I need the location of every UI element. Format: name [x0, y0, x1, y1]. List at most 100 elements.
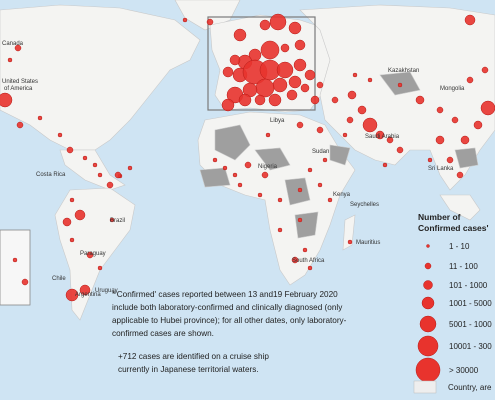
- case-circle: [97, 172, 103, 178]
- footnote-line: include both laboratory-confirmed and cl…: [112, 303, 343, 312]
- case-circle: [221, 98, 235, 112]
- legend-symbol: [421, 296, 435, 310]
- footnote-line: applicable to Hubei province); for all o…: [112, 316, 347, 325]
- country-label: Saudi Arabia: [365, 134, 400, 140]
- case-circle: [14, 44, 22, 52]
- case-circle: [127, 165, 133, 171]
- case-circle: [0, 92, 13, 108]
- case-circle: [206, 18, 214, 26]
- case-circle: [347, 90, 357, 100]
- case-circle: [66, 146, 74, 154]
- case-circle: [304, 69, 316, 81]
- case-circle: [269, 13, 287, 31]
- case-circle: [238, 93, 252, 107]
- case-circle: [473, 120, 483, 130]
- case-circle: [317, 182, 323, 188]
- case-circle: [257, 192, 263, 198]
- case-circle: [212, 157, 218, 163]
- case-circle: [268, 93, 282, 107]
- case-circle: [386, 136, 394, 144]
- country-label: Mauritius: [356, 240, 380, 246]
- country-label: Sudan: [312, 149, 329, 155]
- case-circle: [182, 17, 188, 23]
- case-circle: [65, 288, 79, 302]
- case-circle: [375, 130, 385, 140]
- footnote-line: *'Confirmed' cases reported between 13 a…: [112, 290, 338, 299]
- case-circle: [21, 278, 29, 286]
- case-circle: [16, 121, 24, 129]
- case-circle: [288, 21, 302, 35]
- case-circle: [446, 156, 454, 164]
- case-circle: [347, 239, 353, 245]
- country-label: Sri Lanka: [428, 166, 454, 172]
- case-circle: [272, 77, 288, 93]
- country-label: Brazil: [110, 218, 125, 224]
- legend-symbol: [417, 335, 439, 357]
- legend-symbol: [426, 244, 430, 248]
- case-circle: [288, 75, 302, 89]
- case-circle: [229, 54, 241, 66]
- case-circle: [357, 105, 367, 115]
- case-circle: [342, 132, 348, 138]
- case-circle: [233, 28, 247, 42]
- case-circle: [69, 237, 75, 243]
- case-circle: [296, 121, 304, 129]
- case-circle: [481, 66, 489, 74]
- case-circle: [316, 81, 324, 89]
- case-circle: [302, 247, 308, 253]
- europe-inset-frame: [207, 16, 316, 111]
- case-circle: [362, 117, 378, 133]
- country-label: Kenya: [333, 192, 351, 198]
- legend-label: 10001 - 300: [449, 342, 492, 351]
- case-circle: [7, 57, 13, 63]
- case-circle: [436, 106, 444, 114]
- case-circle: [261, 171, 269, 179]
- case-circle: [331, 96, 339, 104]
- case-circle: [244, 161, 252, 169]
- case-circle: [62, 217, 72, 227]
- footnote-line: confirmed cases are shown.: [112, 329, 214, 338]
- legend-label: > 30000: [449, 366, 479, 375]
- legend-symbol: [415, 357, 441, 383]
- case-circle: [232, 172, 238, 178]
- country-label: Chile: [52, 276, 66, 282]
- case-circle: [367, 77, 373, 83]
- case-circle: [265, 132, 271, 138]
- legend-label: 1 - 10: [449, 242, 470, 251]
- case-circle: [310, 95, 320, 105]
- case-circle: [297, 187, 303, 193]
- case-circle: [297, 217, 303, 223]
- case-circle: [322, 157, 328, 163]
- case-circle: [307, 265, 313, 271]
- legend-area-swatch: [413, 380, 437, 394]
- case-circle: [237, 182, 243, 188]
- case-circle: [415, 95, 425, 105]
- case-circle: [396, 146, 404, 154]
- case-circle: [316, 126, 324, 134]
- case-circle: [12, 257, 18, 263]
- legend-symbol: [419, 315, 437, 333]
- country-label: Paraguay: [80, 251, 106, 257]
- legend-title: Confirmed cases': [418, 223, 489, 233]
- case-circle: [456, 171, 464, 179]
- footnotes: *'Confirmed' cases reported between 13 a…: [112, 290, 347, 374]
- inset-map: [0, 229, 31, 306]
- case-circle: [277, 227, 283, 233]
- country-label: Seychelles: [350, 202, 379, 208]
- case-circle: [97, 265, 103, 271]
- case-circle: [286, 89, 298, 101]
- case-circle: [480, 100, 495, 116]
- legend-label: 101 - 1000: [449, 281, 488, 290]
- case-circle: [327, 197, 333, 203]
- case-circle: [307, 167, 313, 173]
- country-label: United States: [2, 79, 38, 85]
- country-label: of America: [4, 86, 33, 92]
- case-circle: [92, 162, 98, 168]
- case-circle: [37, 115, 43, 121]
- legend-label: 11 - 100: [449, 262, 478, 271]
- case-circle: [259, 19, 271, 31]
- case-circle: [74, 209, 86, 221]
